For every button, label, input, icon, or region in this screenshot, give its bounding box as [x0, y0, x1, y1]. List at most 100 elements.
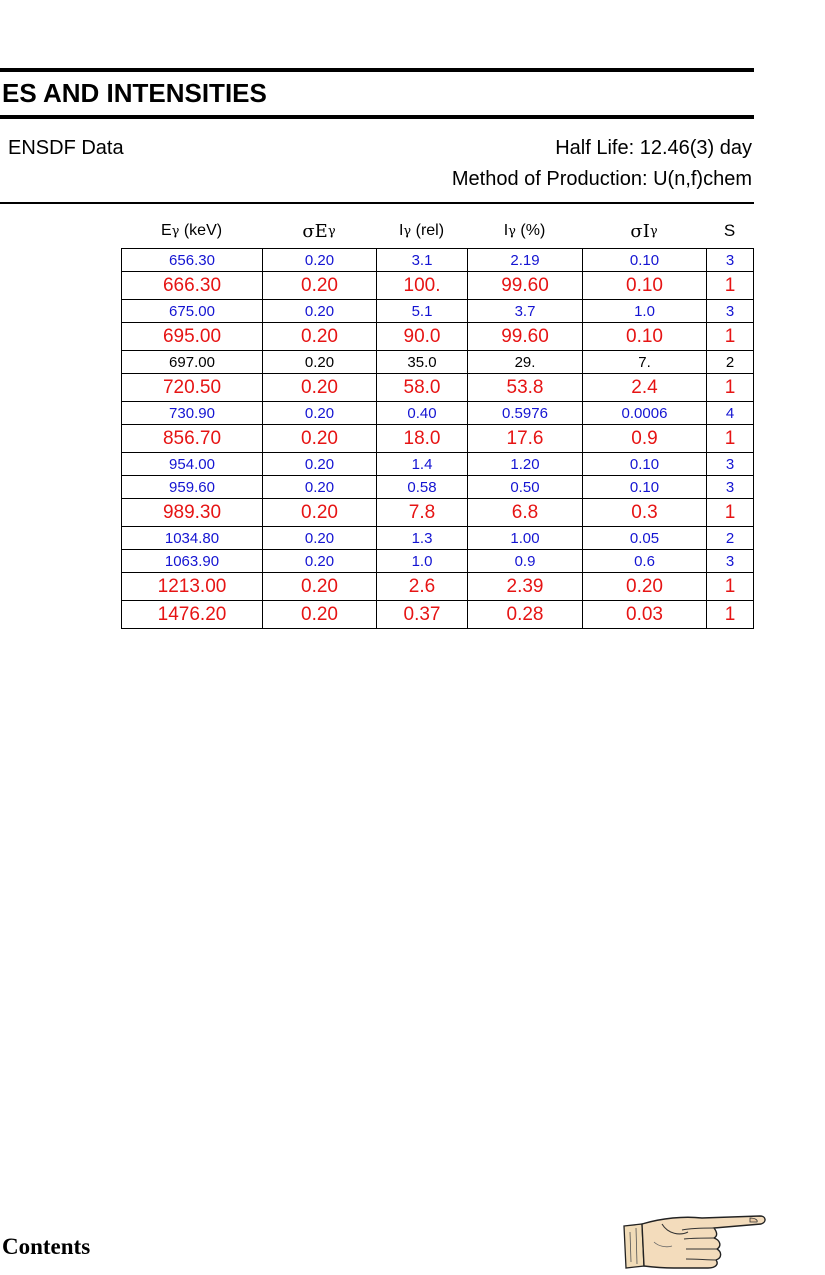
table-cell: 666.30	[121, 271, 263, 300]
table-cell: 1	[706, 498, 754, 527]
table-cell: 1063.90	[121, 549, 263, 573]
table-row: 1034.80 0.20 1.3 1.00 0.05 2	[121, 526, 754, 550]
table-cell: 0.10	[582, 475, 707, 499]
table-cell: 3	[706, 549, 754, 573]
table-cell: 0.20	[262, 373, 377, 402]
table-row: 1063.90 0.20 1.0 0.9 0.6 3	[121, 549, 754, 573]
top-rule	[0, 68, 754, 72]
table-row: 989.30 0.20 7.8 6.8 0.3 1	[121, 498, 754, 527]
table-cell: 3.7	[467, 299, 583, 323]
table-cell: 1.20	[467, 452, 583, 476]
table-cell: 1.4	[376, 452, 468, 476]
table-cell: 1.3	[376, 526, 468, 550]
table-row: 954.00 0.20 1.4 1.20 0.10 3	[121, 452, 754, 476]
table-cell: 5.1	[376, 299, 468, 323]
gamma-ray-table: 656.30 0.20 3.1 2.19 0.10 3 666.30 0.20 100. 99.6…	[121, 248, 754, 629]
table-cell: 1	[706, 271, 754, 300]
title-rule	[0, 115, 754, 119]
table-cell: 959.60	[121, 475, 263, 499]
table-cell: 4	[706, 401, 754, 425]
column-header-intensity-rel-unit: (rel)	[411, 222, 445, 239]
half-life-label: Half Life: 12.46(3) day	[555, 137, 752, 159]
column-header-energy-main: E	[160, 222, 172, 239]
page-title: ES AND INTENSITIES	[2, 78, 267, 108]
table-cell: 0.20	[262, 299, 377, 323]
table-cell: 6.8	[467, 498, 583, 527]
table-row: 675.00 0.20 5.1 3.7 1.0 3	[121, 299, 754, 323]
table-cell: 0.20	[262, 401, 377, 425]
table-cell: 720.50	[121, 373, 263, 402]
table-cell: 3.1	[376, 248, 468, 272]
table-cell: 0.20	[262, 498, 377, 527]
table-cell: 0.10	[582, 322, 707, 351]
column-header-source-flag-main: S	[723, 221, 736, 240]
column-header-intensity-percent-main: I	[503, 222, 509, 239]
table-cell: 0.20	[262, 350, 377, 374]
data-source-label: ENSDF Data	[8, 137, 124, 159]
table-cell: 0.20	[262, 475, 377, 499]
table-row: 697.00 0.20 35.0 29. 7. 2	[121, 350, 754, 374]
table-cell: 0.05	[582, 526, 707, 550]
column-header-intensity-percent-sub: γ	[508, 223, 516, 239]
table-row: 656.30 0.20 3.1 2.19 0.10 3	[121, 248, 754, 272]
table-cell: 0.9	[467, 549, 583, 573]
table-cell: 1	[706, 424, 754, 453]
table-cell: 0.20	[262, 248, 377, 272]
table-cell: 0.20	[262, 271, 377, 300]
table-cell: 1	[706, 572, 754, 601]
column-header-energy-uncertainty-main: σE	[302, 220, 328, 242]
table-cell: 17.6	[467, 424, 583, 453]
table-cell: 989.30	[121, 498, 263, 527]
table-cell: 695.00	[121, 322, 263, 351]
table-row: 1213.00 0.20 2.6 2.39 0.20 1	[121, 572, 754, 601]
table-cell: 2.6	[376, 572, 468, 601]
column-header-intensity-uncertainty: σI γ	[582, 214, 706, 248]
table-row: 856.70 0.20 18.0 17.6 0.9 1	[121, 424, 754, 453]
table-cell: 1.00	[467, 526, 583, 550]
table-cell: 1213.00	[121, 572, 263, 601]
table-cell: 0.20	[262, 572, 377, 601]
table-row: 720.50 0.20 58.0 53.8 2.4 1	[121, 373, 754, 402]
table-cell: 1	[706, 322, 754, 351]
column-header-energy-uncertainty-sub: γ	[327, 223, 336, 239]
table-cell: 0.5976	[467, 401, 583, 425]
table-cell: 99.60	[467, 271, 583, 300]
column-header-intensity-rel-main: I	[398, 222, 404, 239]
table-cell: 3	[706, 475, 754, 499]
table-row: 730.90 0.20 0.40 0.5976 0.0006 4	[121, 401, 754, 425]
column-header-intensity-uncertainty-main: σI	[630, 220, 650, 242]
table-cell: 18.0	[376, 424, 468, 453]
contents-link[interactable]: Contents	[2, 1234, 91, 1259]
table-cell: 1	[706, 600, 754, 629]
table-cell: 0.20	[262, 452, 377, 476]
table-cell: 0.37	[376, 600, 468, 629]
table-row: 959.60 0.20 0.58 0.50 0.10 3	[121, 475, 754, 499]
pointing-hand-icon[interactable]	[622, 1212, 767, 1272]
table-cell: 1	[706, 373, 754, 402]
table-cell: 697.00	[121, 350, 263, 374]
table-cell: 3	[706, 299, 754, 323]
column-header-source-flag: S	[706, 214, 753, 248]
table-cell: 99.60	[467, 322, 583, 351]
table-cell: 0.20	[262, 549, 377, 573]
table-cell: 2.19	[467, 248, 583, 272]
table-cell: 2	[706, 350, 754, 374]
column-header-intensity-uncertainty-sub: γ	[649, 223, 658, 239]
table-cell: 7.8	[376, 498, 468, 527]
table-cell: 0.50	[467, 475, 583, 499]
table-cell: 100.	[376, 271, 468, 300]
table-cell: 2	[706, 526, 754, 550]
table-cell: 1.0	[376, 549, 468, 573]
header-rule	[0, 202, 754, 204]
table-row: 695.00 0.20 90.0 99.60 0.10 1	[121, 322, 754, 351]
table-cell: 0.3	[582, 498, 707, 527]
table-cell: 0.20	[262, 526, 377, 550]
table-cell: 0.6	[582, 549, 707, 573]
table-cell: 0.10	[582, 452, 707, 476]
table-cell: 0.03	[582, 600, 707, 629]
table-cell: 1476.20	[121, 600, 263, 629]
table-cell: 0.10	[582, 248, 707, 272]
table-row: 666.30 0.20 100. 99.60 0.10 1	[121, 271, 754, 300]
table-cell: 90.0	[376, 322, 468, 351]
